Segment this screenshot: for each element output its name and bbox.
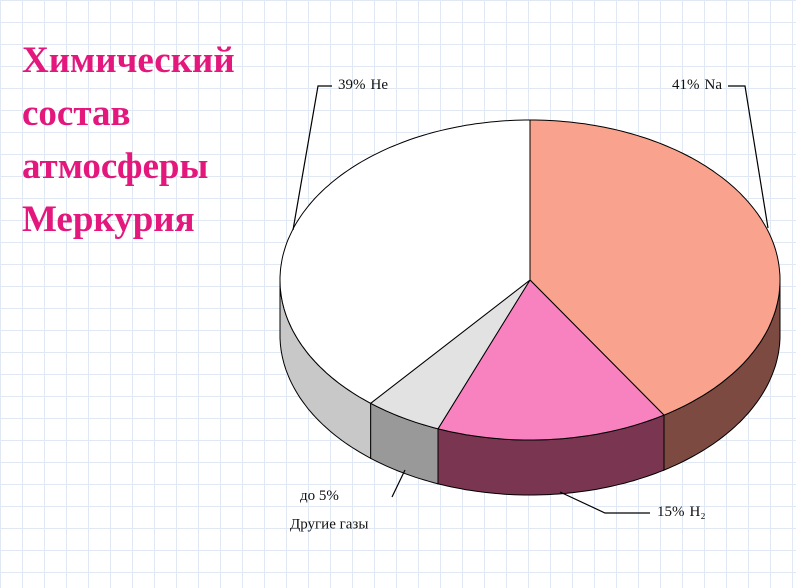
chart-title: Химический состав атмосферы Меркурия [22,40,235,240]
pie-slice [279,119,531,404]
data-label: 15% H₂ [657,504,706,520]
category-label: He [371,77,389,93]
data-label: 41% Na [672,77,722,93]
leader-line [391,469,406,498]
pie-slice [437,279,665,441]
pie-slice [369,279,531,430]
value-label: 41% [672,77,700,93]
pie-slice [529,119,781,416]
category-label: H₂ [690,504,706,520]
category-label: Другие газы [290,516,368,532]
category-label: Na [705,77,723,93]
value-label: до 5% [300,488,339,504]
value-label: 39% [338,77,366,93]
data-label: до 5% [300,488,339,504]
leader-line [728,85,769,229]
value-label: 15% [657,504,685,520]
data-label: 39% He [338,77,388,93]
leader-line [292,85,332,231]
leader-line [559,491,650,514]
